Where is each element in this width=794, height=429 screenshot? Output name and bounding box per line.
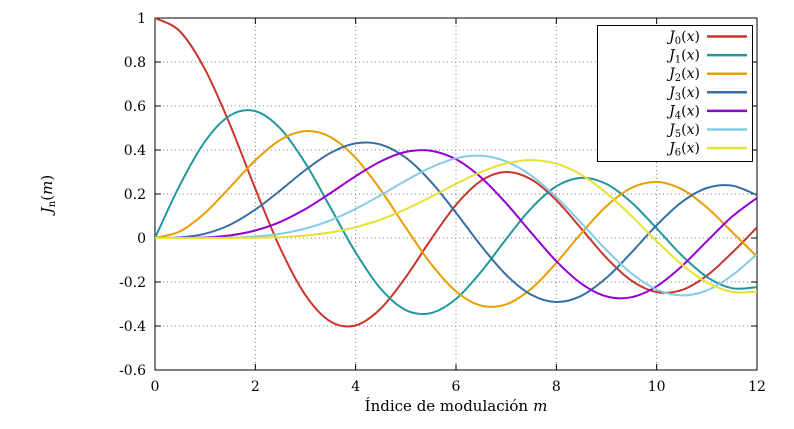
- y-tick-label: -0.4: [119, 319, 146, 335]
- curve-j5: [155, 154, 757, 297]
- legend-label-j4: J4(x): [666, 103, 700, 121]
- curve-j0: [155, 17, 757, 328]
- legend-label-j3: J3(x): [666, 85, 700, 103]
- x-tick-label: 12: [748, 379, 766, 395]
- y-tick-label: 0.8: [124, 55, 146, 71]
- x-tick-label: 6: [452, 379, 461, 395]
- y-tick-label: 1: [137, 11, 146, 27]
- y-axis-label: Jn(m): [38, 175, 58, 216]
- curve-j1: [155, 109, 757, 316]
- x-axis-label: Índice de modulación m: [365, 397, 548, 415]
- y-tick-label: 0.4: [124, 143, 146, 159]
- tick-layer: [154, 17, 758, 371]
- legend: J0(x)J1(x)J2(x)J3(x)J4(x)J5(x)J6(x): [597, 25, 753, 162]
- x-tick-label: 2: [251, 379, 260, 395]
- y-tick-label: -0.6: [119, 363, 146, 379]
- curve-j4: [155, 149, 757, 300]
- legend-label-j0: J0(x): [666, 29, 700, 47]
- x-tick-label: 10: [648, 379, 666, 395]
- curve-layer: [155, 17, 757, 328]
- y-tick-label: 0.2: [124, 187, 146, 203]
- legend-label-j5: J5(x): [666, 122, 700, 140]
- y-tick-label: 0.6: [124, 99, 146, 115]
- tick-label-layer: 0 2 4 6 8 10 12 1 0.8 0.6 0.4 0.2 0 -0.2 -0.4 -0.6: [119, 11, 766, 395]
- curve-j2: [155, 130, 757, 308]
- curve-j3: [155, 141, 757, 304]
- y-tick-label: -0.2: [119, 275, 146, 291]
- legend-label-j6: J6(x): [666, 141, 700, 159]
- curve-j6: [155, 159, 757, 294]
- x-tick-label: 4: [351, 379, 360, 395]
- legend-label-j2: J2(x): [666, 66, 700, 84]
- x-tick-label: 8: [552, 379, 561, 395]
- y-tick-label: 0: [137, 231, 146, 247]
- legend-label-j1: J1(x): [666, 48, 700, 66]
- x-tick-label: 0: [151, 379, 160, 395]
